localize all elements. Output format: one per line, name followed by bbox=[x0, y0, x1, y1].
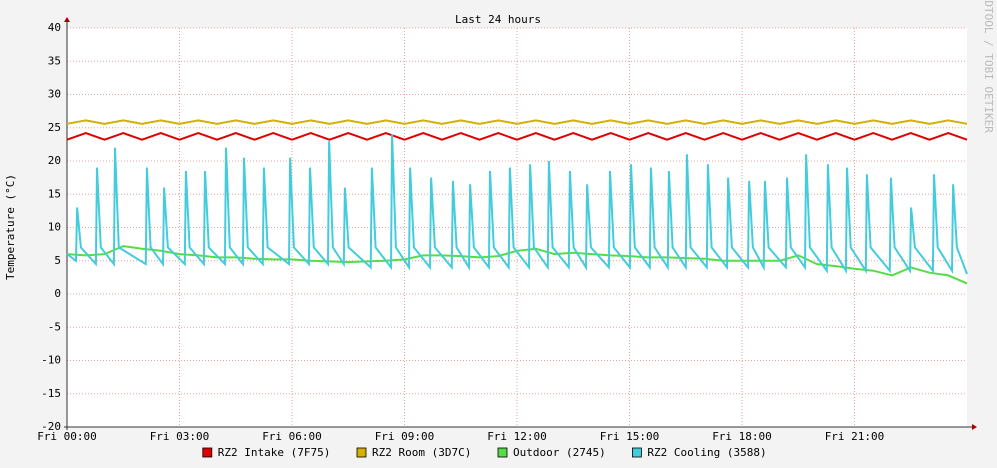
legend-label: RZ2 Intake (7F75) bbox=[218, 446, 331, 459]
y-tick-label: 10 bbox=[48, 221, 61, 234]
y-axis-label: Temperature (°C) bbox=[4, 174, 17, 280]
series-line bbox=[66, 134, 968, 275]
axis-arrow bbox=[972, 424, 977, 430]
legend-swatch bbox=[497, 447, 508, 458]
y-tick-label: -15 bbox=[41, 387, 61, 400]
x-tick-label: Fri 03:00 bbox=[150, 430, 210, 443]
y-tick-label: -5 bbox=[48, 320, 61, 333]
legend-label: RZ2 Room (3D7C) bbox=[372, 446, 471, 459]
x-tick-label: Fri 21:00 bbox=[825, 430, 885, 443]
x-tick-label: Fri 06:00 bbox=[262, 430, 322, 443]
legend-swatch bbox=[202, 447, 213, 458]
legend-swatch bbox=[356, 447, 367, 458]
y-tick-label: 5 bbox=[54, 254, 61, 267]
y-tick-label: 30 bbox=[48, 88, 61, 101]
series-line bbox=[66, 119, 968, 125]
legend-swatch bbox=[632, 447, 642, 458]
y-tick-label: 0 bbox=[54, 287, 61, 300]
y-tick-label: -10 bbox=[41, 354, 61, 367]
x-tick-label: Fri 15:00 bbox=[600, 430, 660, 443]
chart-title: Last 24 hours bbox=[455, 13, 541, 26]
legend-label: Outdoor (2745) bbox=[513, 446, 606, 459]
x-tick-label: Fri 18:00 bbox=[712, 430, 772, 443]
y-tick-label: 20 bbox=[48, 154, 61, 167]
credit: RRDTOOL / TOBI OETIKER bbox=[982, 0, 995, 133]
x-tick-label: Fri 00:00 bbox=[37, 430, 97, 443]
axis-arrow bbox=[64, 17, 70, 22]
x-tick-label: Fri 12:00 bbox=[487, 430, 547, 443]
y-tick-label: 40 bbox=[48, 21, 61, 34]
y-tick-label: -20 bbox=[41, 420, 61, 433]
y-tick-label: 35 bbox=[48, 54, 61, 67]
y-tick-label: 15 bbox=[48, 187, 61, 200]
y-tick-label: 25 bbox=[48, 121, 61, 134]
x-tick-label: Fri 09:00 bbox=[375, 430, 435, 443]
series-line bbox=[66, 132, 968, 141]
legend-label: RZ2 Cooling (3588) bbox=[647, 446, 766, 459]
